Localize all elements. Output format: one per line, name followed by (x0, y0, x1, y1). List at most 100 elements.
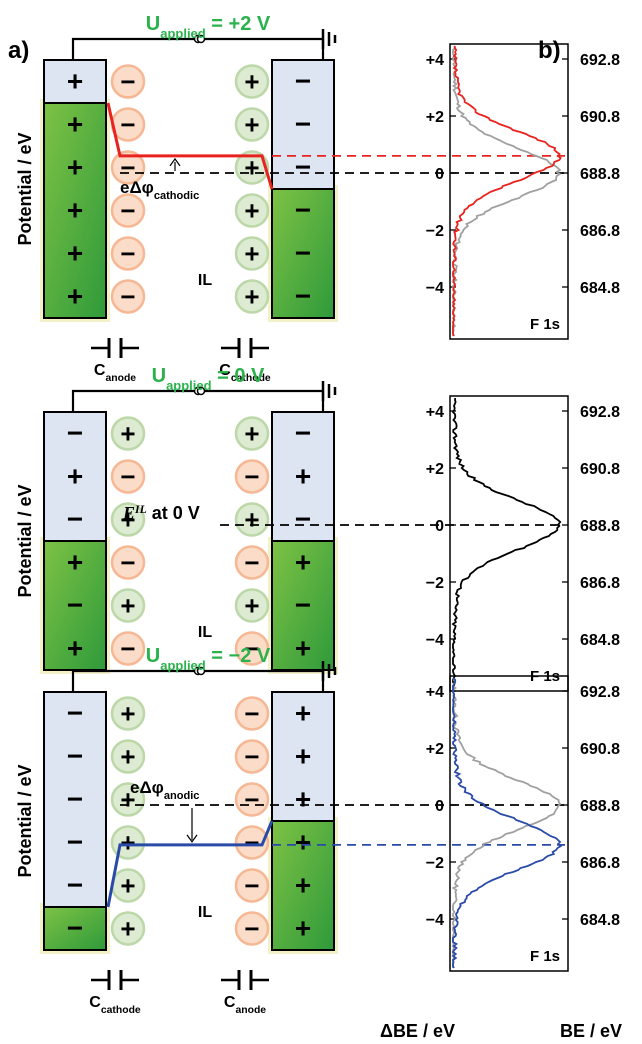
capacitance-label-left: Canode (94, 362, 136, 384)
be-tick-label: 688.8 (580, 518, 620, 535)
left-ion-charge: − (120, 282, 135, 312)
left-ion-charge: + (120, 914, 135, 944)
ionic-liquid-label: IL (198, 904, 212, 921)
circuit-wire-right (205, 669, 325, 692)
panel-0v: Uapplied = 0 V Potential / eV − + − + − + − + − + − +… (15, 365, 620, 692)
anion-icon (234, 825, 270, 860)
cation-icon (234, 588, 270, 623)
delta-be-tick-label: 0 (435, 518, 444, 535)
left-electrode-filled-states (43, 102, 107, 319)
right-electrode-charge: + (295, 870, 311, 901)
switch-contact (196, 666, 206, 676)
left-electrode-charge: + (67, 109, 83, 140)
left-ion-charge: + (120, 785, 135, 815)
right-ion-charge: − (244, 871, 259, 901)
right-electrode-charge: − (295, 504, 311, 535)
spectrum-plot-frame (449, 395, 569, 692)
f1s-spectrum-curve (451, 397, 562, 689)
ionic-liquid-label: IL (198, 624, 212, 641)
cation-icon (110, 782, 146, 817)
anion-icon (110, 64, 146, 99)
left-electrode-charge: + (67, 66, 83, 97)
right-ion-charge: + (244, 505, 259, 535)
left-ion-charge: − (120, 67, 135, 97)
switch-contact (196, 34, 206, 44)
left-electrode-charge: + (67, 195, 83, 226)
be-tick-label: 686.8 (580, 223, 620, 240)
delta-be-tick-label: +4 (426, 52, 444, 69)
delta-be-tick-label: −4 (426, 912, 444, 929)
anion-icon (110, 150, 146, 185)
right-electrode-charge: + (295, 698, 311, 729)
right-electrode-charge: − (295, 238, 311, 269)
left-ion-charge: + (120, 419, 135, 449)
be-tick-label: 688.8 (580, 166, 620, 183)
panel-b-label: b) (538, 37, 561, 64)
delta-be-tick-label: −4 (426, 280, 444, 297)
left-electrode-charge: − (67, 504, 83, 535)
be-tick-label: 684.8 (580, 280, 620, 297)
cation-icon (110, 416, 146, 451)
cation-icon (110, 588, 146, 623)
shift-arrow-head (186, 834, 198, 843)
left-electrode-charge: − (67, 784, 83, 815)
potential-profile-line (106, 820, 274, 908)
left-ion-charge: − (120, 110, 135, 140)
be-tick-label: 684.8 (580, 912, 620, 929)
left-ion-charge: + (120, 828, 135, 858)
right-ion-charge: + (244, 67, 259, 97)
delta-be-tick-label: −2 (426, 223, 444, 240)
left-electrode-charge: − (67, 590, 83, 621)
left-ion-charge: − (120, 462, 135, 492)
spectrum-label: F 1s (530, 948, 560, 965)
anion-icon (110, 279, 146, 314)
cation-icon (110, 696, 146, 731)
delta-be-tick-label: +2 (426, 461, 444, 478)
left-electrode-charge: − (67, 698, 83, 729)
reference-spectrum-curve (451, 45, 562, 337)
right-electrode-charge: + (295, 741, 311, 772)
left-ion-charge: + (120, 505, 135, 535)
left-ion-charge: + (120, 699, 135, 729)
left-electrode-charge: − (67, 870, 83, 901)
shift-arrow-head (169, 157, 181, 167)
capacitance-label-right: Ccathode (219, 362, 271, 384)
right-electrode-charge: + (295, 547, 311, 578)
panel-minus-2v: Uapplied = −2 V Potential / eV − − − − − − + + + + +… (15, 645, 620, 1016)
anion-icon (110, 193, 146, 228)
f1s-spectrum-curve (451, 677, 563, 969)
left-ion-charge: − (120, 239, 135, 269)
delta-be-axis-label: ΔBE / eV (380, 1021, 455, 1041)
cation-icon (234, 150, 270, 185)
right-electrode-charge: + (295, 461, 311, 492)
be-tick-label: 692.8 (580, 684, 620, 701)
right-ion-charge: − (244, 462, 259, 492)
be-tick-label: 692.8 (580, 404, 620, 421)
cation-icon (234, 193, 270, 228)
right-electrode-filled-states (271, 820, 335, 951)
anion-icon (234, 545, 270, 580)
right-electrode-charge: + (295, 913, 311, 944)
delta-be-tick-label: +2 (426, 741, 444, 758)
left-electrode-charge: + (67, 633, 83, 664)
delta-be-tick-label: +2 (426, 109, 444, 126)
left-electrode-charge: + (67, 461, 83, 492)
applied-voltage-label: Uapplied = +2 V (146, 13, 271, 41)
right-ion-charge: − (244, 548, 259, 578)
left-ion-charge: − (120, 548, 135, 578)
right-ion-charge: + (244, 110, 259, 140)
left-electrode-charge: + (67, 547, 83, 578)
delta-be-tick-label: −2 (426, 575, 444, 592)
right-electrode-charge: − (295, 281, 311, 312)
delta-be-tick-label: +4 (426, 404, 444, 421)
right-ion-charge: − (244, 742, 259, 772)
be-tick-label: 690.8 (580, 109, 620, 126)
cation-icon (110, 911, 146, 946)
capacitance-label-right: Canode (224, 994, 266, 1016)
right-ion-charge: + (244, 153, 259, 183)
left-electrode-charge: − (67, 913, 83, 944)
cation-icon (110, 739, 146, 774)
capacitance-label-left: Ccathode (89, 994, 141, 1016)
cation-icon (234, 107, 270, 142)
right-ion-charge: + (244, 282, 259, 312)
